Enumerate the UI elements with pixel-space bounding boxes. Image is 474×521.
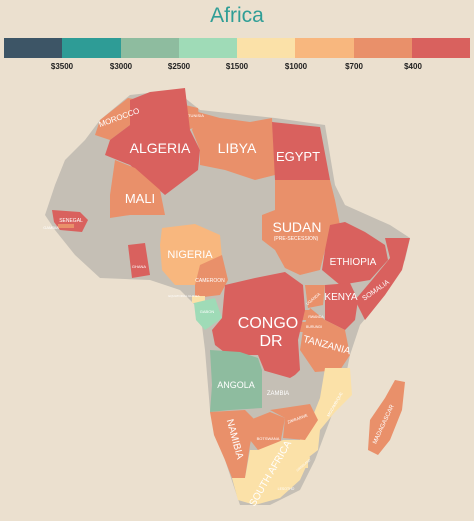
label-ethiopia: ETHIOPIA bbox=[330, 257, 377, 268]
label-angola: ANGOLA bbox=[217, 380, 255, 390]
country-gabon[interactable] bbox=[194, 298, 222, 330]
country-uganda[interactable] bbox=[305, 285, 325, 308]
label-rwanda: RWANDA bbox=[308, 315, 324, 319]
legend-segment bbox=[353, 38, 412, 58]
legend-label: $1000 bbox=[284, 62, 308, 71]
legend-label: $1500 bbox=[225, 62, 249, 71]
label-congo-dr-line2: DR bbox=[259, 333, 282, 350]
country-cameroon[interactable] bbox=[195, 255, 228, 298]
legend-segment bbox=[62, 38, 121, 58]
label-mali: MALI bbox=[125, 191, 155, 206]
country-zambia[interactable] bbox=[262, 370, 318, 410]
label-botswana: BOTSWANA bbox=[257, 436, 280, 441]
label-ghana: GHANA bbox=[132, 264, 147, 269]
country-egypt[interactable] bbox=[272, 122, 330, 180]
legend-label: $3000 bbox=[109, 62, 133, 71]
country-angola[interactable] bbox=[210, 350, 262, 412]
legend-segment bbox=[120, 38, 179, 58]
label-algeria: ALGERIA bbox=[130, 140, 191, 156]
country-somalia[interactable] bbox=[355, 238, 410, 320]
country-nigeria[interactable] bbox=[160, 224, 222, 285]
country-sudan[interactable] bbox=[262, 180, 340, 275]
country-botswana[interactable] bbox=[250, 412, 285, 450]
label-kenya: KENYA bbox=[324, 292, 357, 303]
country-libya[interactable] bbox=[192, 112, 275, 180]
legend-segment bbox=[411, 38, 470, 58]
country-mali[interactable] bbox=[110, 160, 165, 218]
country-tanzania[interactable] bbox=[300, 308, 350, 372]
label-lesotho: LESOTHO bbox=[278, 487, 295, 491]
label-sudan-note: (PRE-SECESSION) bbox=[274, 236, 319, 242]
label-burundi: BURUNDI bbox=[306, 325, 322, 329]
country-swaziland[interactable] bbox=[300, 458, 308, 468]
country-namibia[interactable] bbox=[210, 410, 255, 478]
label-sudan: SUDAN bbox=[272, 219, 321, 235]
country-morocco[interactable] bbox=[95, 98, 140, 140]
country-mozambique[interactable] bbox=[300, 368, 352, 460]
country-algeria[interactable] bbox=[105, 88, 200, 195]
legend-label: $400 bbox=[404, 62, 422, 71]
label-gambia: GAMBIA bbox=[43, 225, 59, 230]
legend-color-scale bbox=[4, 38, 470, 58]
label-egypt: EGYPT bbox=[276, 149, 320, 164]
label-congo-dr-line1: CONGO bbox=[238, 315, 298, 332]
legend-label: $2500 bbox=[167, 62, 191, 71]
country-ghana[interactable] bbox=[128, 243, 150, 278]
legend-label: $700 bbox=[345, 62, 363, 71]
country-kenya[interactable] bbox=[325, 283, 358, 330]
label-zambia: ZAMBIA bbox=[267, 391, 289, 397]
label-equatorial-guinea: EQUATORIAL GUINEA bbox=[168, 294, 199, 298]
legend-segment bbox=[237, 38, 296, 58]
label-tunisia: TUNISIA bbox=[188, 113, 204, 118]
country-gambia[interactable] bbox=[58, 224, 74, 228]
legend-segment bbox=[295, 38, 354, 58]
country-madagascar[interactable] bbox=[368, 380, 405, 455]
label-cameroon: CAMEROON bbox=[195, 278, 225, 284]
country-south-africa[interactable] bbox=[232, 440, 310, 505]
legend-label: $3500 bbox=[50, 62, 74, 71]
label-libya: LIBYA bbox=[218, 140, 257, 156]
country-lesotho[interactable] bbox=[278, 478, 292, 488]
label-senegal: SENEGAL bbox=[59, 218, 83, 224]
legend-segment bbox=[4, 38, 63, 58]
label-nigeria: NIGERIA bbox=[167, 249, 213, 261]
map-title: Africa bbox=[210, 4, 264, 27]
label-gabon: GABON bbox=[200, 309, 215, 314]
country-ethiopia[interactable] bbox=[322, 222, 388, 285]
legend-segment bbox=[178, 38, 237, 58]
country-zimbabwe[interactable] bbox=[270, 404, 318, 440]
